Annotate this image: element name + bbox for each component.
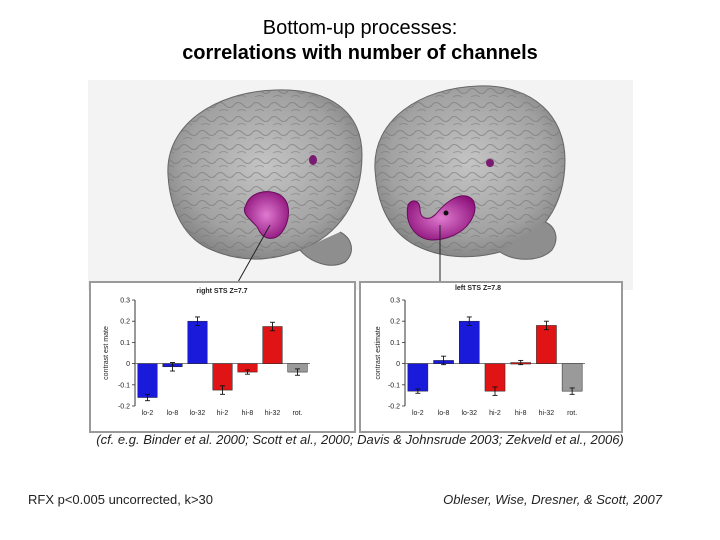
right-sts-bar-lo-32	[187, 320, 208, 364]
right-sts-x-tick-label: rot.	[292, 410, 302, 417]
left-sts-bar-hi-32	[536, 325, 557, 364]
left-sts-panel	[359, 281, 623, 433]
left-sts-x-tick-label: lo-32	[461, 410, 477, 417]
right-sts-y-tick-label: -0.2	[118, 404, 130, 411]
right-sts-y-tick-label: 0	[126, 361, 130, 368]
left-sts-x-tick-label: lo-8	[438, 410, 450, 417]
right-sts-y-tick-label: 0.2	[120, 319, 130, 326]
right-sts-panel	[89, 281, 356, 433]
bar-charts: right STS Z=7.7 contrast est mate 0.3 0.2 0.…	[103, 285, 585, 417]
right-sts-chart: right STS Z=7.7 contrast est mate 0.3 0.2 0.…	[103, 288, 310, 417]
right-sts-x-tick-label: hi-32	[265, 410, 281, 417]
right-hemisphere-brain	[167, 89, 363, 266]
left-sts-y-tick-label: -0.2	[388, 404, 400, 411]
right-sts-y-axis-label: contrast est mate	[103, 326, 110, 380]
left-sts-bar-lo-2	[407, 363, 429, 392]
right-sts-bar-hi-32	[262, 326, 283, 364]
left-sts-y-tick-label: 0.1	[390, 340, 400, 347]
left-hemisphere-brain	[374, 85, 566, 260]
right-sts-x-tick-label: lo-8	[167, 410, 179, 417]
right-sts-x-tick-label: hi-2	[217, 410, 229, 417]
left-sts-y-tick-label: -0.1	[388, 382, 400, 389]
slide-title: Bottom-up processes:	[262, 17, 458, 39]
left-sts-x-tick-label: hi-8	[515, 410, 527, 417]
right-sts-y-tick-label: 0.3	[120, 298, 130, 305]
right-sts-y-tick-label: -0.1	[118, 382, 130, 389]
left-sts-y-tick-label: 0.2	[390, 319, 400, 326]
right-sts-activation	[244, 155, 317, 239]
left-sts-y-tick-label: 0	[396, 361, 400, 368]
left-sts-chart: left STS Z=7.8 contrast estimate 0.3 0.2 0.1…	[375, 285, 585, 417]
right-sts-bar-lo-2	[137, 363, 158, 398]
right-connector-line	[237, 224, 271, 283]
author-credit: Obleser, Wise, Dresner, & Scott, 2007	[443, 492, 662, 507]
right-sts-x-tick-label: lo-2	[142, 410, 154, 417]
left-sts-x-tick-label: lo-2	[412, 410, 424, 417]
citation-text: (cf. e.g. Binder et al. 2000; Scott et a…	[96, 432, 624, 447]
left-sts-y-axis-label: contrast estimate	[375, 326, 382, 379]
right-sts-chart-title: right STS Z=7.7	[196, 288, 247, 295]
slide-subtitle: correlations with number of channels	[182, 42, 538, 64]
left-sts-x-tick-label: hi-32	[539, 410, 555, 417]
left-sts-x-tick-label: hi-2	[489, 410, 501, 417]
right-sts-x-tick-label: lo-32	[190, 410, 206, 417]
right-sts-x-tick-label: hi-8	[242, 410, 254, 417]
left-sts-bar-lo-32	[459, 320, 480, 364]
left-sts-activation	[406, 159, 494, 241]
left-sts-bar-rot.	[561, 363, 583, 392]
left-sts-y-tick-label: 0.3	[390, 298, 400, 305]
left-sts-x-tick-label: rot.	[567, 410, 577, 417]
right-sts-y-tick-label: 0.1	[120, 340, 130, 347]
left-sts-chart-title: left STS Z=7.8	[455, 285, 501, 292]
statistics-note: RFX p<0.005 uncorrected, k>30	[28, 492, 214, 507]
